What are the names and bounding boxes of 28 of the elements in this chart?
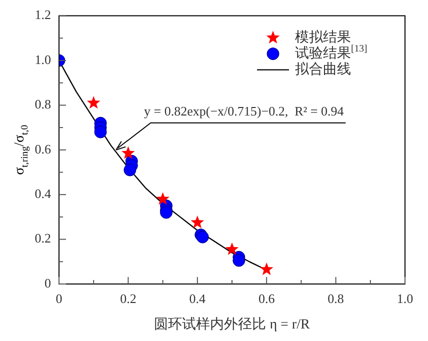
x-tick-label: 0.8 [328, 291, 344, 306]
point [160, 206, 173, 219]
legend-label: 拟合曲线 [295, 61, 351, 78]
y-tick-label: 0.2 [34, 230, 51, 246]
point [225, 242, 239, 256]
point [86, 96, 100, 109]
x-tick-label: 0.4 [189, 291, 206, 306]
y-tick-label: 0.6 [34, 141, 52, 156]
y-tick-label: 1.0 [34, 52, 51, 67]
point [190, 216, 204, 228]
x-tick-label: 0.6 [258, 291, 276, 306]
point [122, 146, 135, 159]
y-axis-title: σt,ring/σt,0 [12, 124, 30, 175]
y-tick-label: 1.2 [34, 7, 51, 22]
x-tick-label: 0 [56, 291, 62, 306]
x-tick-label: 0.2 [120, 291, 136, 306]
legend-label: 模拟结果 [295, 29, 351, 46]
y-tick-label: 0.8 [34, 96, 51, 112]
point [94, 126, 107, 138]
x-tick-label: 1.0 [396, 291, 414, 306]
annotation: y = 0.82exp(−x/0.715)−0.2, R² = 0.94 [144, 103, 344, 118]
y-tick-label: 0 [44, 275, 51, 290]
point [260, 262, 274, 276]
x-axis-title: 圆环试样内外径比 η = r/R [154, 316, 310, 333]
y-tick-label: 0.4 [34, 186, 52, 202]
point [232, 254, 246, 267]
point [156, 192, 170, 205]
point [124, 164, 136, 176]
